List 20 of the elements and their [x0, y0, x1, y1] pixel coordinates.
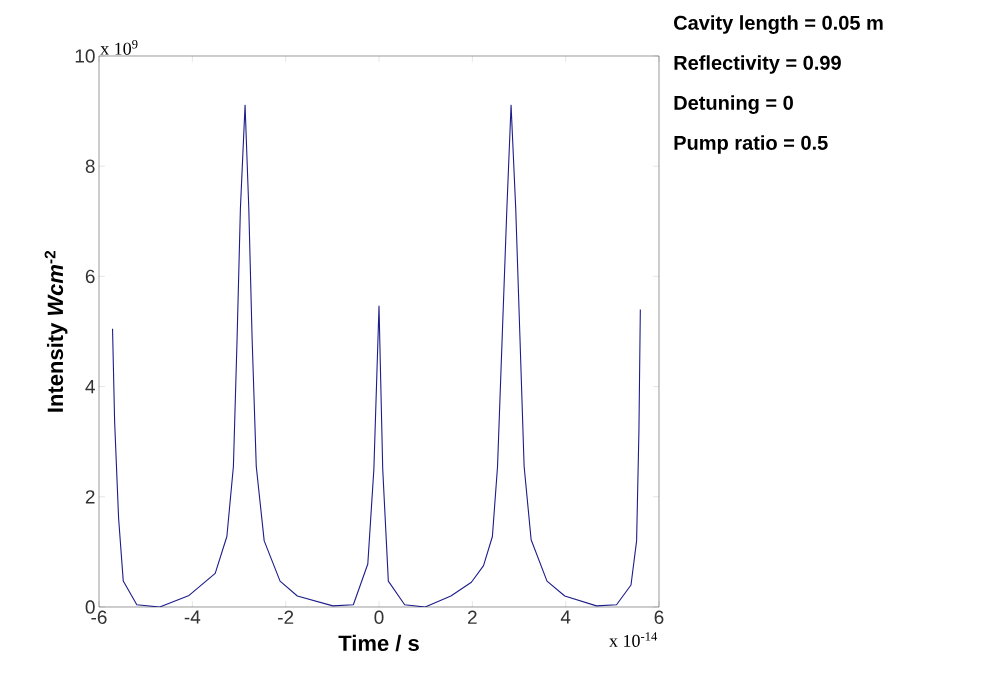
text: Reflectivity = 0.99 — [674, 55, 841, 74]
text: Detuning = 0 — [674, 95, 793, 114]
x-tick-label: 6 — [654, 610, 664, 624]
x-tick-label: 2 — [468, 610, 477, 624]
x-tick-label: -4 — [184, 610, 201, 624]
x-axis-title: Time / s — [338, 634, 419, 652]
y-axis-title: Intensity Wcm$^{-2}$ — [44, 250, 68, 412]
x-tick-label: -2 — [278, 610, 294, 624]
text: Pump ratio = 0.5 — [674, 135, 828, 154]
text: x 10$^{9}$ — [100, 40, 138, 55]
x-tick-label: 4 — [560, 610, 571, 624]
text: x 10$^{-14}$ — [609, 632, 658, 647]
y-tick-label: 2 — [85, 490, 95, 504]
x-tick-label: 0 — [374, 610, 384, 624]
y-tick-label: 8 — [85, 159, 95, 173]
y-tick-label: 10 — [75, 49, 95, 63]
y-tick-label: 4 — [85, 380, 95, 394]
text: Cavity length = 0.05 m — [674, 15, 883, 34]
line-series — [111, 104, 641, 607]
y-tick-label: 6 — [85, 269, 95, 284]
